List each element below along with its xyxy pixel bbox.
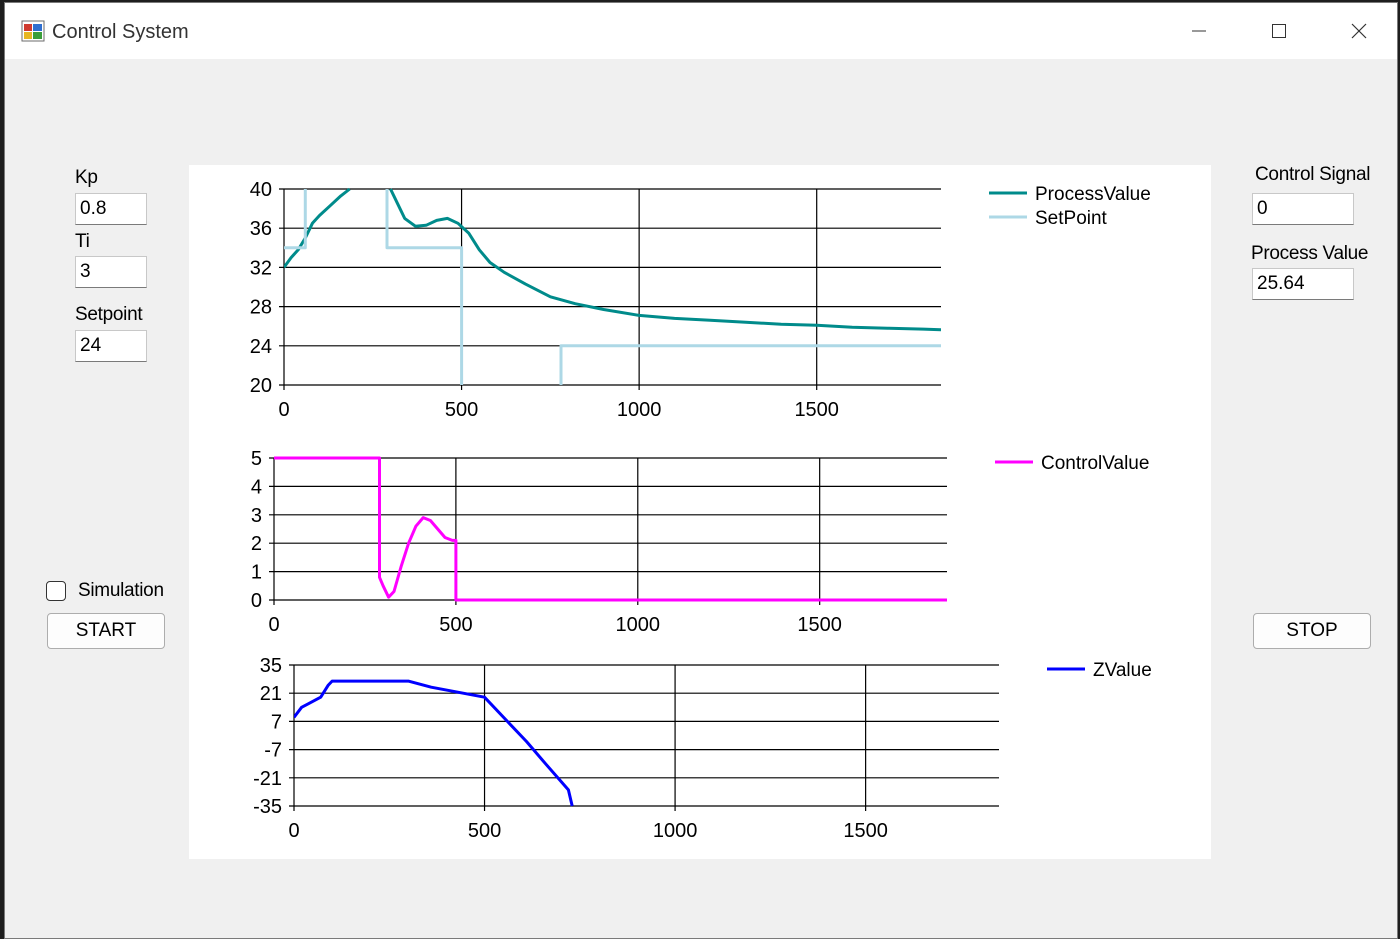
y-tick-label: 40 xyxy=(250,179,272,201)
y-tick-label: 32 xyxy=(250,257,272,279)
y-tick-label: 21 xyxy=(260,683,282,705)
kp-label: Kp xyxy=(75,167,98,188)
title-bar: Control System xyxy=(5,3,1397,59)
x-tick-label: 0 xyxy=(288,820,299,842)
x-tick-label: 500 xyxy=(445,399,478,421)
legend-label: ZValue xyxy=(1093,660,1152,681)
app-icon xyxy=(21,20,45,42)
close-button[interactable] xyxy=(1319,3,1399,59)
y-tick-label: 1 xyxy=(251,562,262,584)
control-signal-input[interactable]: 0 xyxy=(1252,193,1354,225)
start-button[interactable]: START xyxy=(47,613,165,649)
ti-label: Ti xyxy=(75,231,90,252)
process-value-label: Process Value xyxy=(1251,243,1369,264)
series-line-controlvalue xyxy=(274,456,947,602)
x-tick-label: 0 xyxy=(268,614,279,636)
close-icon xyxy=(1351,23,1367,39)
simulation-checkbox[interactable] xyxy=(46,581,66,601)
maximize-button[interactable] xyxy=(1239,3,1319,59)
x-tick-label: 1500 xyxy=(843,820,888,842)
main-window: Control System Kp 0.8 Ti 3 Setpoint 24 S… xyxy=(4,2,1398,939)
chart-2: 0 1 2 3 4 5 0 500 1000 1500 ControlValue xyxy=(251,448,1150,636)
control-signal-label: Control Signal xyxy=(1255,164,1371,185)
setpoint-label: Setpoint xyxy=(75,304,143,325)
y-tick-label: 7 xyxy=(271,711,282,733)
minimize-icon xyxy=(1192,30,1206,32)
y-tick-label: -21 xyxy=(253,768,282,790)
series-line-zvalue xyxy=(294,679,574,807)
y-tick-label: -35 xyxy=(253,796,282,818)
x-tick-label: 1500 xyxy=(794,399,839,421)
process-value-input[interactable]: 25.64 xyxy=(1252,268,1354,300)
x-tick-label: 1000 xyxy=(617,399,662,421)
chart-3: -35 -21 -7 7 21 35 0 500 1000 1500 ZValue xyxy=(253,655,1152,842)
legend-label: ControlValue xyxy=(1041,453,1149,474)
y-tick-label: 0 xyxy=(251,590,262,612)
legend-label: ProcessValue xyxy=(1035,184,1151,205)
y-tick-label: 36 xyxy=(250,218,272,240)
x-tick-label: 1000 xyxy=(653,820,698,842)
x-tick-label: 1500 xyxy=(797,614,842,636)
stop-button[interactable]: STOP xyxy=(1253,613,1371,649)
y-tick-label: 35 xyxy=(260,655,282,677)
x-tick-label: 500 xyxy=(468,820,501,842)
series-line-setpoint xyxy=(284,189,941,385)
window-title: Control System xyxy=(52,21,189,43)
y-tick-label: -7 xyxy=(264,740,282,762)
y-tick-label: 3 xyxy=(251,505,262,527)
ti-input[interactable]: 3 xyxy=(75,256,147,288)
y-tick-label: 5 xyxy=(251,448,262,470)
chart-panel: 20 24 28 32 36 40 0 500 1000 1500 ProcessValue SetP… xyxy=(189,165,1211,859)
y-tick-label: 4 xyxy=(251,476,262,498)
series-line-processvalue xyxy=(284,187,941,332)
simulation-label: Simulation xyxy=(78,580,164,601)
y-tick-label: 2 xyxy=(251,533,262,555)
setpoint-input[interactable]: 24 xyxy=(75,330,147,362)
x-tick-label: 1000 xyxy=(616,614,661,636)
kp-input[interactable]: 0.8 xyxy=(75,193,147,225)
maximize-icon xyxy=(1272,24,1286,38)
x-tick-label: 0 xyxy=(278,399,289,421)
y-tick-label: 20 xyxy=(250,375,272,397)
minimize-button[interactable] xyxy=(1159,3,1239,59)
chart-1: 20 24 28 32 36 40 0 500 1000 1500 ProcessValue SetP… xyxy=(250,179,1151,421)
y-tick-label: 24 xyxy=(250,336,272,358)
legend-label: SetPoint xyxy=(1035,208,1108,229)
y-tick-label: 28 xyxy=(250,297,272,319)
x-tick-label: 500 xyxy=(439,614,472,636)
